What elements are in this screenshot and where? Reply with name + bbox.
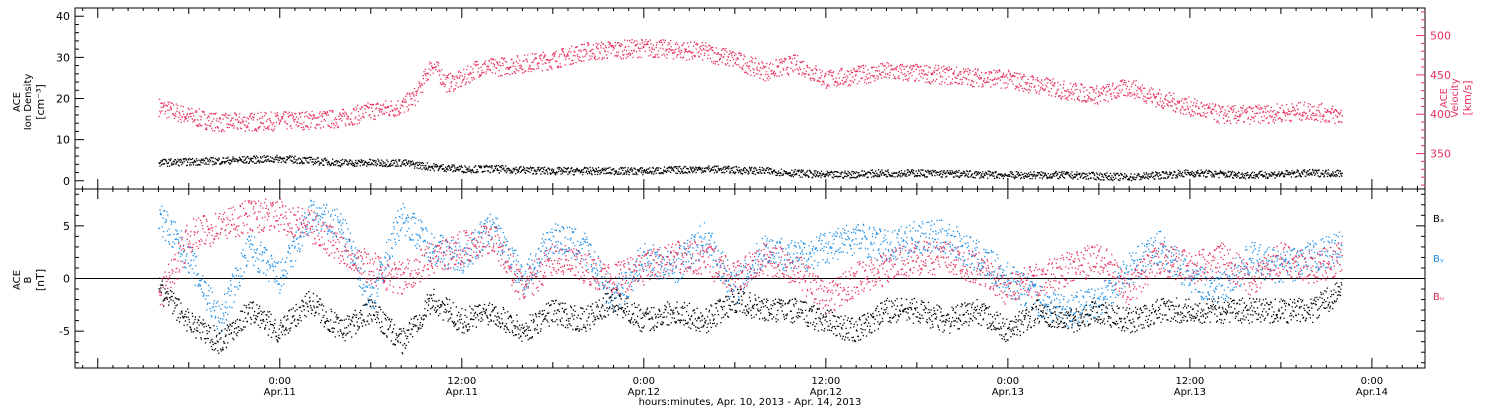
velocity-axis-ticks: 350 400 450 500 — [1416, 11, 1451, 186]
x-tick-time: 12:00 — [811, 376, 840, 387]
density-tick-label: 20 — [56, 93, 70, 106]
x-tick-date: Apr.13 — [992, 387, 1024, 398]
b-tick-label: 0 — [63, 273, 70, 286]
b-axis-ticks: -5 0 5 — [59, 193, 1425, 364]
density-tick-label: 40 — [56, 10, 70, 23]
x-axis-labels: 0:00Apr.1112:00Apr.110:00Apr.1212:00Apr.… — [264, 376, 1388, 398]
velocity-tick-label: 400 — [1430, 108, 1451, 121]
density-points — [158, 154, 1343, 182]
legend-by: Bᵧ — [1433, 254, 1444, 265]
magnetic-data-points — [158, 198, 1343, 355]
density-axis-ticks: 0 10 20 30 40 — [56, 10, 84, 188]
x-tick-date: Apr.13 — [1174, 387, 1206, 398]
x-tick-time: 12:00 — [1175, 376, 1204, 387]
magnetic-field-panel: -5 0 5 ACE B [nT] Bₓ Bᵧ Bᵤ — [12, 188, 1444, 369]
b-ylabel-line2: B — [23, 276, 34, 283]
velocity-tick-label: 350 — [1430, 148, 1451, 161]
b-ylabel-line1: ACE — [12, 270, 23, 290]
x-axis-title: hours:minutes, Apr. 10, 2013 - Apr. 14, … — [639, 397, 862, 408]
by-points — [158, 199, 1343, 334]
b-tick-label: -5 — [59, 325, 70, 338]
density-tick-label: 30 — [56, 51, 70, 64]
x-tick-date: Apr.12 — [628, 387, 660, 398]
plasma-data-points — [158, 38, 1343, 182]
plasma-x-ticks — [82, 8, 1418, 189]
x-tick-date: Apr.11 — [446, 387, 478, 398]
bz-points — [158, 198, 1343, 314]
x-tick-time: 0:00 — [633, 376, 655, 387]
density-ylabel-line2: Ion Density — [23, 74, 34, 131]
density-ylabel-line1: ACE — [12, 92, 23, 112]
plasma-panel: 0 10 20 30 40 350 400 450 500 ACE Ion Density [… — [12, 7, 1474, 190]
b-ylabel-line3: [nT] — [34, 269, 47, 291]
legend-bx: Bₓ — [1433, 214, 1444, 225]
x-tick-date: Apr.14 — [1356, 387, 1388, 398]
velocity-ylabel-line3: [km/s] — [1461, 80, 1474, 115]
magnetic-x-ticks — [82, 189, 1418, 368]
density-tick-label: 10 — [56, 134, 70, 147]
x-tick-time: 12:00 — [447, 376, 476, 387]
x-tick-date: Apr.11 — [264, 387, 296, 398]
velocity-ylabel-line1: ACE — [1439, 88, 1450, 108]
velocity-tick-label: 450 — [1430, 69, 1451, 82]
b-tick-label: 5 — [63, 220, 70, 233]
bx-points — [158, 277, 1343, 355]
velocity-tick-label: 500 — [1430, 30, 1451, 43]
density-ylabel-line3: [cm⁻³] — [34, 84, 47, 120]
density-tick-label: 0 — [63, 175, 70, 188]
velocity-points — [158, 38, 1343, 133]
x-tick-time: 0:00 — [1361, 376, 1383, 387]
legend-bz: Bᵤ — [1433, 292, 1444, 303]
plasma-panel-frame — [74, 7, 1426, 190]
x-tick-date: Apr.12 — [810, 387, 842, 398]
x-tick-time: 0:00 — [997, 376, 1019, 387]
x-tick-time: 0:00 — [269, 376, 291, 387]
velocity-ylabel-line2: Velocity — [1450, 78, 1461, 117]
